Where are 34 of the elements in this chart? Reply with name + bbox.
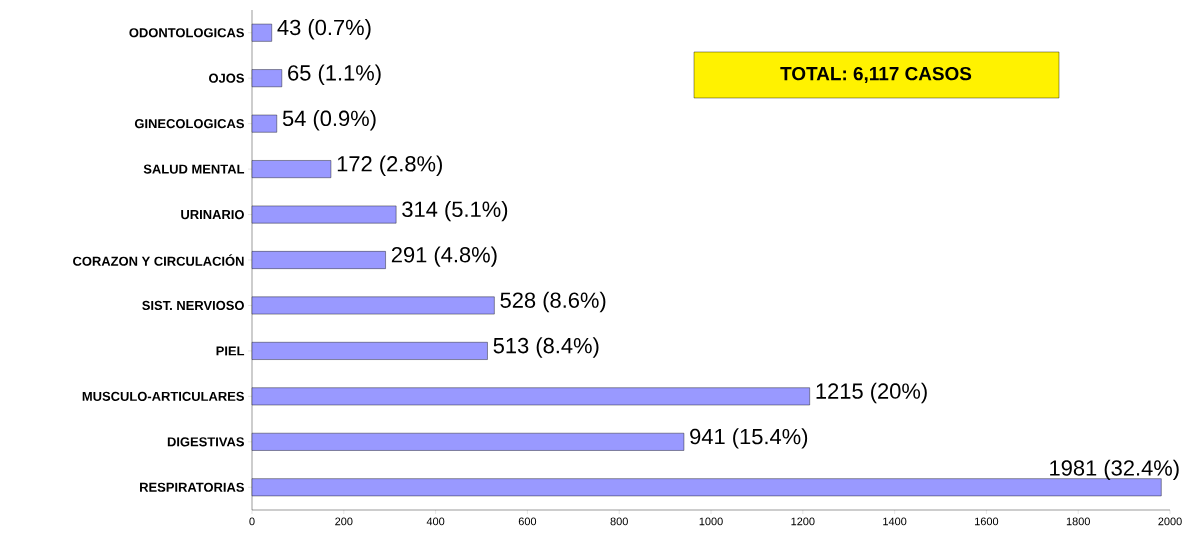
x-tick-label: 0	[249, 517, 255, 526]
annotation: TOTAL: 6,117 CASOS	[780, 66, 972, 84]
data-label: 1215 (20%)	[816, 382, 927, 404]
data-label: 172 (2.8%)	[337, 155, 442, 176]
y-tick-label: CORAZON Y CIRCULACIÓN	[73, 254, 244, 266]
data-label: 65 (1.1%)	[288, 64, 381, 85]
data-label: 291 (4.8%)	[391, 246, 497, 267]
x-tick-label: 800	[610, 517, 628, 526]
x-tick-label: 1800	[1066, 517, 1090, 526]
y-tick-label: OJOS	[209, 73, 244, 83]
y-tick-label: PIEL	[216, 346, 245, 356]
x-tick-label: 400	[426, 517, 445, 526]
y-tick-label: ODONTOLOGICAS	[129, 28, 244, 38]
y-tick-label: RESPIRATORIAS	[140, 482, 244, 492]
x-tick-label: 1400	[883, 517, 907, 526]
data-label: 528 (8.6%)	[500, 291, 606, 313]
x-tick-label: 2000	[1158, 517, 1182, 526]
x-tick-label: 1000	[699, 517, 723, 526]
x-tick-label: 600	[518, 517, 537, 526]
y-tick-label: URINARIO	[181, 209, 244, 220]
x-tick-label: 1600	[975, 517, 999, 526]
y-tick-label: MUSCULO-ARTICULARES	[82, 391, 244, 401]
y-tick-label: SIST. NERVIOSO	[142, 300, 244, 311]
data-label: 1981 (32.4%)	[1050, 459, 1179, 481]
data-label: 43 (0.7%)	[277, 19, 371, 40]
data-label: 54 (0.9%)	[282, 110, 376, 131]
y-tick-label: GINECOLOGICAS	[134, 119, 244, 129]
x-tick-label: 1200	[791, 517, 815, 526]
data-label: 513 (8.4%)	[493, 337, 599, 358]
x-tick-label: 200	[335, 517, 353, 526]
data-label: 314 (5.1%)	[402, 200, 508, 222]
data-label: 941 (15.4%)	[690, 428, 808, 449]
y-tick-label: SALUD MENTAL	[143, 164, 245, 174]
y-tick-label: DIGESTIVAS	[167, 437, 244, 447]
